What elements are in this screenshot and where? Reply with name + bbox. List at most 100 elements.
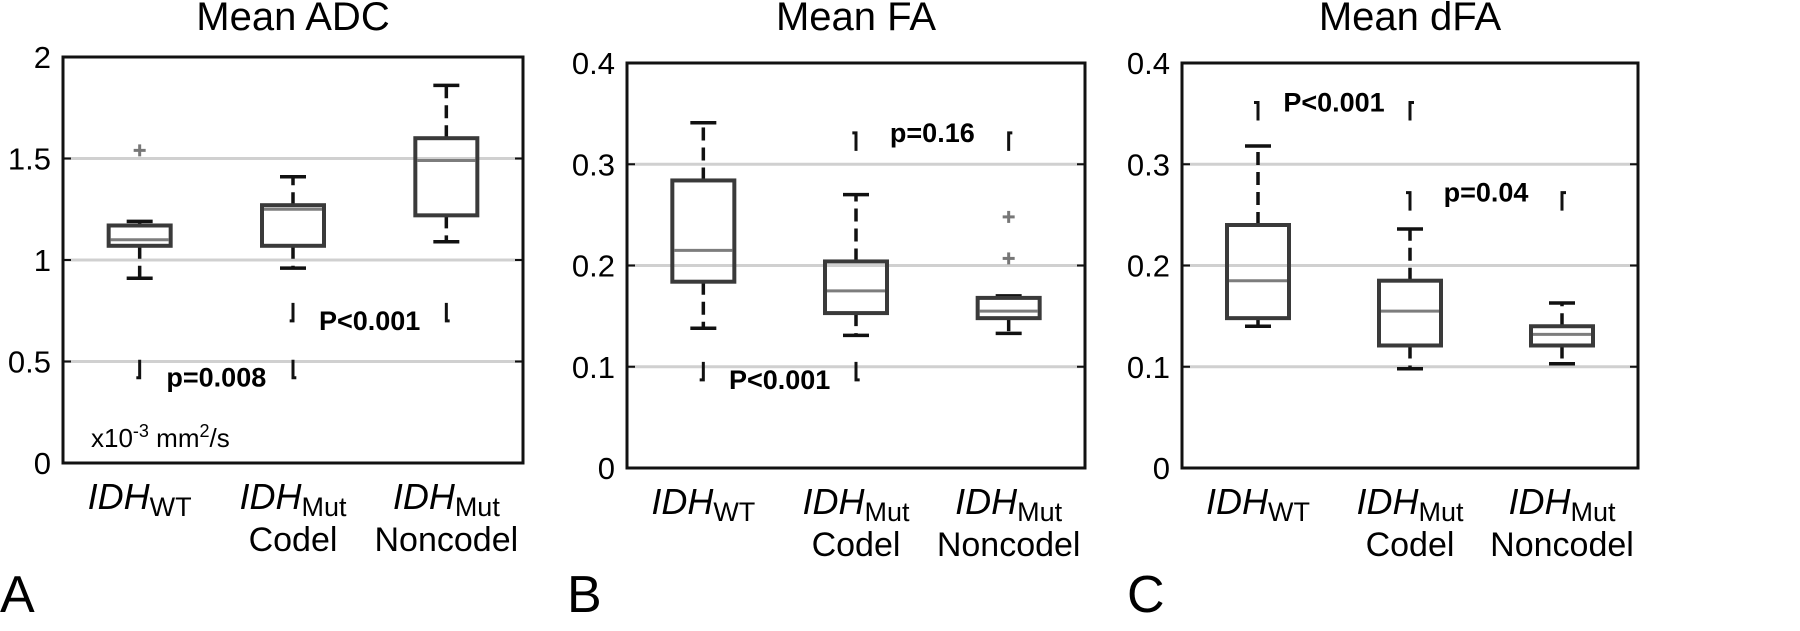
boxplot-1 bbox=[106, 144, 173, 281]
p-value-label: p=0.16 bbox=[890, 118, 975, 148]
comparison-bracket: p=0.16 bbox=[852, 118, 1013, 151]
category-second-line: Codel bbox=[249, 521, 338, 559]
x-category-label: IDHMut bbox=[1356, 481, 1464, 527]
panel-letter: B bbox=[567, 566, 602, 624]
p-value-label: p=0.04 bbox=[1444, 178, 1529, 208]
category-main: IDH bbox=[955, 481, 1018, 522]
category-second-line: Noncodel bbox=[375, 521, 519, 559]
category-subscript: Mut bbox=[1017, 497, 1063, 527]
category-subscript: WT bbox=[1268, 497, 1310, 527]
category-subscript: Mut bbox=[455, 492, 501, 522]
y-tick-label: 0 bbox=[598, 451, 615, 486]
boxplot-3 bbox=[1529, 301, 1595, 366]
bracket-left bbox=[852, 131, 858, 151]
outlier-marker bbox=[133, 144, 146, 157]
category-subscript: Mut bbox=[1570, 497, 1616, 527]
y-tick-label: 1.5 bbox=[8, 142, 51, 177]
box-iqr bbox=[670, 178, 737, 284]
x-category-label: IDHWT bbox=[1206, 481, 1310, 527]
category-main: IDH bbox=[88, 476, 151, 517]
unit-exp: -3 bbox=[133, 421, 149, 441]
category-subscript: Mut bbox=[864, 497, 910, 527]
y-tick-label: 0.1 bbox=[572, 350, 615, 385]
box-iqr bbox=[1529, 324, 1595, 348]
box-iqr bbox=[1225, 223, 1291, 321]
box-iqr bbox=[1377, 278, 1443, 348]
bracket-right bbox=[854, 361, 860, 382]
x-category-label: IDHMut bbox=[1508, 481, 1616, 527]
x-category-label: IDHMut bbox=[955, 481, 1063, 527]
chart-title: Mean ADC bbox=[196, 0, 389, 39]
x-category-label: IDHWT bbox=[88, 476, 192, 522]
p-value-label: P<0.001 bbox=[729, 365, 830, 395]
bracket-right bbox=[444, 302, 450, 323]
unit-exp2: 2 bbox=[199, 421, 209, 441]
boxplot-1 bbox=[670, 120, 737, 331]
category-main: IDH bbox=[651, 481, 714, 522]
category-main: IDH bbox=[1508, 481, 1571, 522]
category-subscript: WT bbox=[150, 492, 192, 522]
bracket-right bbox=[291, 359, 297, 380]
panel-letter: C bbox=[1127, 566, 1165, 624]
axes-frame bbox=[625, 61, 1087, 470]
category-subscript: Mut bbox=[1418, 497, 1464, 527]
box-iqr bbox=[975, 295, 1042, 321]
bracket-right bbox=[1007, 131, 1013, 151]
bracket-left bbox=[289, 302, 295, 323]
axes-frame bbox=[61, 55, 525, 465]
unit-mid: mm bbox=[149, 423, 200, 453]
comparison-bracket: P<0.001 bbox=[1254, 87, 1414, 121]
boxplot-2 bbox=[1377, 227, 1443, 371]
y-tick-label: 0.4 bbox=[1127, 46, 1170, 81]
p-value-label: P<0.001 bbox=[1283, 87, 1384, 117]
y-tick-label: 0.3 bbox=[572, 147, 615, 182]
y-tick-label: 2 bbox=[34, 40, 51, 75]
category-second-line: Codel bbox=[812, 526, 901, 564]
category-main: IDH bbox=[393, 476, 456, 517]
x-category-label: IDHMut bbox=[239, 476, 347, 522]
category-second-line: Noncodel bbox=[937, 526, 1081, 564]
boxplot-2 bbox=[823, 192, 889, 338]
bracket-left bbox=[1406, 191, 1412, 211]
outlier-marker bbox=[1002, 210, 1015, 223]
boxplot-1 bbox=[1225, 144, 1291, 328]
bracket-left bbox=[699, 361, 705, 382]
category-subscript: WT bbox=[713, 497, 755, 527]
bracket-right bbox=[1408, 100, 1414, 121]
panel-letter: A bbox=[0, 566, 35, 624]
bracket-left bbox=[136, 359, 142, 380]
y-tick-label: 0.5 bbox=[8, 345, 51, 380]
box-iqr bbox=[413, 136, 480, 218]
box-iqr bbox=[106, 223, 173, 248]
box-iqr bbox=[823, 259, 889, 316]
x-category-label: IDHMut bbox=[802, 481, 910, 527]
category-main: IDH bbox=[1356, 481, 1419, 522]
boxplot-3 bbox=[975, 210, 1042, 336]
comparison-bracket: P<0.001 bbox=[699, 361, 860, 395]
category-second-line: Codel bbox=[1366, 526, 1455, 564]
chart-title: Mean dFA bbox=[1319, 0, 1502, 39]
category-main: IDH bbox=[802, 481, 865, 522]
y-tick-label: 1 bbox=[34, 243, 51, 278]
axes-frame bbox=[1180, 61, 1640, 470]
comparison-bracket: P<0.001 bbox=[289, 302, 450, 336]
y-tick-label: 0.2 bbox=[572, 249, 615, 284]
bracket-left bbox=[1254, 100, 1260, 121]
p-value-label: P<0.001 bbox=[319, 306, 420, 336]
x-category-label: IDHMut bbox=[393, 476, 501, 522]
y-tick-label: 0 bbox=[1153, 451, 1170, 486]
chart-title: Mean FA bbox=[776, 0, 936, 39]
comparison-bracket: p=0.008 bbox=[136, 359, 297, 393]
unit-prefix: x10 bbox=[91, 423, 133, 453]
unit-label: x10-3 mm2/s bbox=[91, 421, 230, 453]
y-tick-label: 0 bbox=[34, 446, 51, 481]
y-tick-label: 0.2 bbox=[1127, 249, 1170, 284]
boxplot-3 bbox=[413, 83, 480, 244]
comparison-bracket: p=0.04 bbox=[1406, 178, 1566, 211]
category-second-line: Noncodel bbox=[1490, 526, 1634, 564]
outlier-marker bbox=[1002, 252, 1015, 265]
